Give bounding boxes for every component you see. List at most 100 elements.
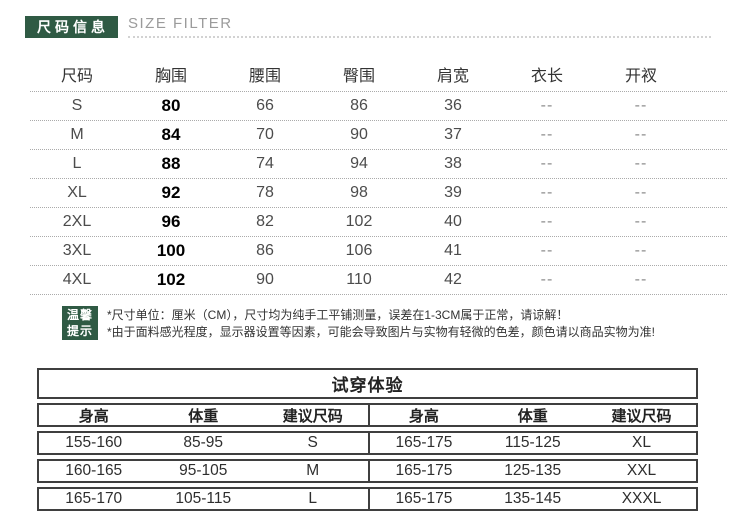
fit-table: 试穿体验 身高 体重 建议尺码 身高 体重 建议尺码 155-160 85-95… (37, 368, 698, 515)
col-header-waist: 腰围 (248, 68, 281, 85)
warm-tips-line1: 温馨 (66, 308, 93, 322)
tips-text: *尺寸单位：厘米（CM），尺寸均为纯手工平铺测量，误差在1-3CM属于正常，请谅… (107, 306, 655, 341)
slit-value: -- (634, 213, 648, 230)
fit-header-left: 身高 体重 建议尺码 (39, 405, 368, 425)
col-header-suggested-size: 建议尺码 (282, 407, 343, 425)
bust-value: 92 (161, 183, 181, 202)
fit-header-right: 身高 体重 建议尺码 (367, 405, 697, 425)
slit-value: -- (634, 184, 648, 201)
warm-tips-badge: 温馨 提示 (62, 306, 98, 340)
shoulder-value: 40 (444, 213, 462, 230)
col-header-weight: 体重 (188, 407, 219, 425)
height-range: 165-175 (395, 490, 453, 507)
fit-row-right: 165-175 135-145 XXXL (367, 489, 697, 509)
height-range: 160-165 (65, 462, 123, 479)
size-label: M (70, 126, 84, 143)
fit-row-3: 165-170 105-115 L 165-175 135-145 XXXL (37, 487, 698, 511)
waist-value: 70 (256, 126, 274, 143)
size-row-3xl: 3XL 100 86 106 41 -- -- (30, 237, 727, 266)
col-header-weight: 体重 (517, 407, 548, 425)
weight-range: 125-135 (504, 462, 562, 479)
warm-tips-line2: 提示 (66, 324, 93, 338)
hip-value: 110 (346, 271, 372, 288)
waist-value: 78 (256, 184, 274, 201)
suggested-size: M (306, 462, 320, 479)
size-row-4xl: 4XL 102 90 110 42 -- -- (30, 266, 727, 295)
hip-value: 94 (350, 155, 368, 172)
weight-range: 135-145 (504, 490, 562, 507)
fit-row-left: 160-165 95-105 M (39, 461, 368, 481)
length-value: -- (540, 242, 554, 259)
header-dotted-rule: SIZE FILTER (128, 15, 711, 38)
size-label: XL (67, 184, 87, 201)
size-table: 尺码 胸围 腰围 臀围 肩宽 衣长 开衩 S 80 66 86 36 -- --… (30, 57, 727, 295)
bust-value: 84 (161, 125, 181, 144)
header-subtitle: SIZE FILTER (128, 15, 233, 32)
size-label: 4XL (62, 271, 92, 288)
fit-row-right: 165-175 125-135 XXL (367, 461, 697, 481)
slit-value: -- (634, 271, 648, 288)
col-header-bust: 胸围 (154, 68, 187, 85)
height-range: 165-175 (395, 462, 453, 479)
weight-range: 85-95 (183, 434, 224, 451)
hip-value: 102 (345, 213, 373, 230)
bust-value: 96 (161, 212, 181, 231)
height-range: 155-160 (65, 434, 123, 451)
fit-row-left: 155-160 85-95 S (39, 433, 368, 453)
length-value: -- (540, 126, 554, 143)
size-label: S (71, 97, 83, 114)
size-info-badge: 尺码信息 (25, 16, 118, 38)
size-row-l: L 88 74 94 38 -- -- (30, 150, 727, 179)
hip-value: 86 (350, 97, 368, 114)
col-header-length: 衣长 (530, 68, 563, 85)
fit-table-header-row: 身高 体重 建议尺码 身高 体重 建议尺码 (37, 403, 698, 427)
length-value: -- (540, 155, 554, 172)
size-label: L (72, 155, 82, 172)
col-header-size: 尺码 (60, 68, 93, 85)
shoulder-value: 36 (444, 97, 462, 114)
height-range: 165-175 (395, 434, 453, 451)
shoulder-value: 38 (444, 155, 462, 172)
length-value: -- (540, 271, 554, 288)
slit-value: -- (634, 155, 648, 172)
fit-table-title-box: 试穿体验 (37, 368, 698, 399)
shoulder-value: 42 (444, 271, 462, 288)
hip-value: 98 (350, 184, 368, 201)
waist-value: 86 (256, 242, 274, 259)
shoulder-value: 39 (444, 184, 462, 201)
suggested-size: XXL (626, 462, 657, 479)
waist-value: 82 (256, 213, 274, 230)
bust-value: 102 (156, 270, 186, 289)
weight-range: 115-125 (504, 434, 561, 451)
size-row-xl: XL 92 78 98 39 -- -- (30, 179, 727, 208)
hip-value: 90 (350, 126, 368, 143)
suggested-size: XXXL (621, 490, 662, 507)
hip-value: 106 (345, 242, 373, 259)
shoulder-value: 37 (444, 126, 462, 143)
col-header-height: 身高 (78, 407, 109, 425)
section-header: 尺码信息 SIZE FILTER (25, 15, 711, 38)
waist-value: 90 (256, 271, 274, 288)
bust-value: 88 (161, 154, 181, 173)
size-label: 2XL (62, 213, 92, 230)
col-header-suggested-size: 建议尺码 (611, 407, 672, 425)
length-value: -- (540, 184, 554, 201)
suggested-size: L (308, 490, 318, 507)
length-value: -- (540, 213, 554, 230)
slit-value: -- (634, 97, 648, 114)
fit-row-1: 155-160 85-95 S 165-175 115-125 XL (37, 431, 698, 455)
fit-table-title: 试穿体验 (331, 376, 404, 395)
bust-value: 100 (156, 241, 186, 260)
col-header-hip: 臀围 (342, 68, 375, 85)
size-row-2xl: 2XL 96 82 102 40 -- -- (30, 208, 727, 237)
weight-range: 105-115 (175, 490, 232, 507)
fit-row-right: 165-175 115-125 XL (367, 433, 697, 453)
tips-line-color: *由于面料感光程度，显示器设置等因素，可能会导致图片与实物有轻微的色差，颜色请以… (107, 325, 656, 339)
size-row-m: M 84 70 90 37 -- -- (30, 121, 727, 150)
col-header-shoulder: 肩宽 (436, 68, 469, 85)
col-header-height: 身高 (408, 407, 439, 425)
bust-value: 80 (161, 96, 181, 115)
slit-value: -- (634, 242, 648, 259)
length-value: -- (540, 97, 554, 114)
shoulder-value: 41 (444, 242, 462, 259)
